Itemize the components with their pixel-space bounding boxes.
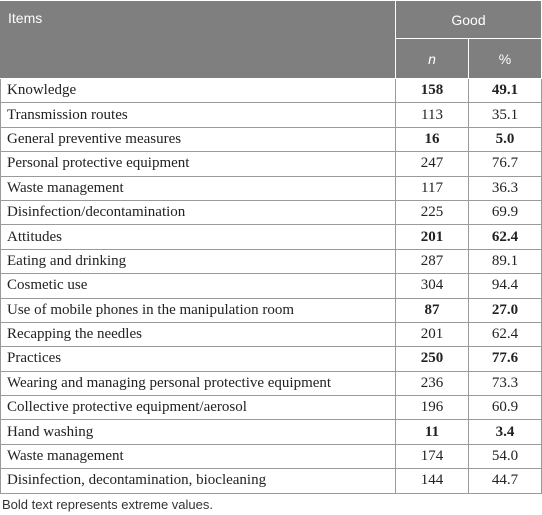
footnote: Bold text represents extreme values. [2,497,213,512]
percent-cell: 60.9 [468,395,542,421]
n-cell: 236 [395,370,469,397]
n-cell: 16 [395,126,469,153]
n-cell: 87 [395,297,469,323]
percent-cell: 54.0 [468,443,542,470]
percent-cell: 77.6 [468,346,542,372]
n-cell: 247 [395,151,469,177]
header-items: Items [0,0,396,79]
item-cell: Collective protective equipment/aerosol [0,395,396,421]
n-cell: 11 [395,419,469,445]
table-row: Use of mobile phones in the manipulation… [0,297,542,323]
table-row: Waste management 174 54.0 [0,443,542,470]
item-cell: Hand washing [0,419,396,445]
table-row: Knowledge 158 49.1 [0,77,542,104]
n-cell: 304 [395,273,469,299]
table-row: Personal protective equipment 247 76.7 [0,151,542,177]
table-row: Hand washing 11 3.4 [0,419,542,445]
item-cell: Transmission routes [0,102,396,128]
percent-cell: 44.7 [468,468,542,494]
table-row: Cosmetic use 304 94.4 [0,273,542,299]
n-cell: 196 [395,395,469,421]
percent-cell: 69.9 [468,199,542,226]
n-cell: 158 [395,77,469,104]
item-cell: Attitudes [0,224,396,250]
percent-cell: 89.1 [468,248,542,275]
n-cell: 201 [395,224,469,250]
header-percent: % [468,38,542,79]
item-cell: Practices [0,346,396,372]
item-cell: Personal protective equipment [0,151,396,177]
results-table-container: Items Good n % Knowledge 158 49.1 Transmiss… [0,0,542,494]
item-cell: Waste management [0,175,396,201]
table-row: Transmission routes 113 35.1 [0,102,542,128]
table-row: Practices 250 77.6 [0,346,542,372]
percent-cell: 36.3 [468,175,542,201]
percent-cell: 27.0 [468,297,542,323]
item-cell: Recapping the needles [0,321,396,348]
n-cell: 117 [395,175,469,201]
n-cell: 201 [395,321,469,348]
percent-cell: 3.4 [468,419,542,445]
table-row: Disinfection, decontamination, biocleani… [0,468,542,494]
n-cell: 113 [395,102,469,128]
percent-cell: 62.4 [468,224,542,250]
table-row: Eating and drinking 287 89.1 [0,248,542,275]
item-cell: Use of mobile phones in the manipulation… [0,297,396,323]
table-row: Collective protective equipment/aerosol 1… [0,395,542,421]
n-cell: 250 [395,346,469,372]
table-row: Recapping the needles 201 62.4 [0,321,542,348]
n-cell: 174 [395,443,469,470]
item-cell: Wearing and managing personal protective… [0,370,396,397]
table-row: Attitudes 201 62.4 [0,224,542,250]
item-cell: Waste management [0,443,396,470]
table-row: Disinfection/decontamination 225 69.9 [0,199,542,226]
percent-cell: 49.1 [468,77,542,104]
table-row: Waste management 117 36.3 [0,175,542,201]
percent-cell: 94.4 [468,273,542,299]
table-row: General preventive measures 16 5.0 [0,126,542,153]
item-cell: Disinfection, decontamination, biocleani… [0,468,396,494]
n-cell: 287 [395,248,469,275]
table-body: Knowledge 158 49.1 Transmission routes 113 35… [0,77,542,494]
table-header: Items Good n % [0,0,542,79]
item-cell: Disinfection/decontamination [0,199,396,226]
percent-cell: 73.3 [468,370,542,397]
percent-cell: 5.0 [468,126,542,153]
table-row: Wearing and managing personal protective… [0,370,542,397]
header-n: n [395,38,469,79]
item-cell: Cosmetic use [0,273,396,299]
item-cell: Knowledge [0,77,396,104]
item-cell: General preventive measures [0,126,396,153]
n-cell: 144 [395,468,469,494]
percent-cell: 35.1 [468,102,542,128]
results-table: Items Good n % Knowledge 158 49.1 Transmiss… [0,0,542,494]
n-cell: 225 [395,199,469,226]
percent-cell: 62.4 [468,321,542,348]
item-cell: Eating and drinking [0,248,396,275]
percent-cell: 76.7 [468,151,542,177]
header-good: Good [395,0,542,39]
